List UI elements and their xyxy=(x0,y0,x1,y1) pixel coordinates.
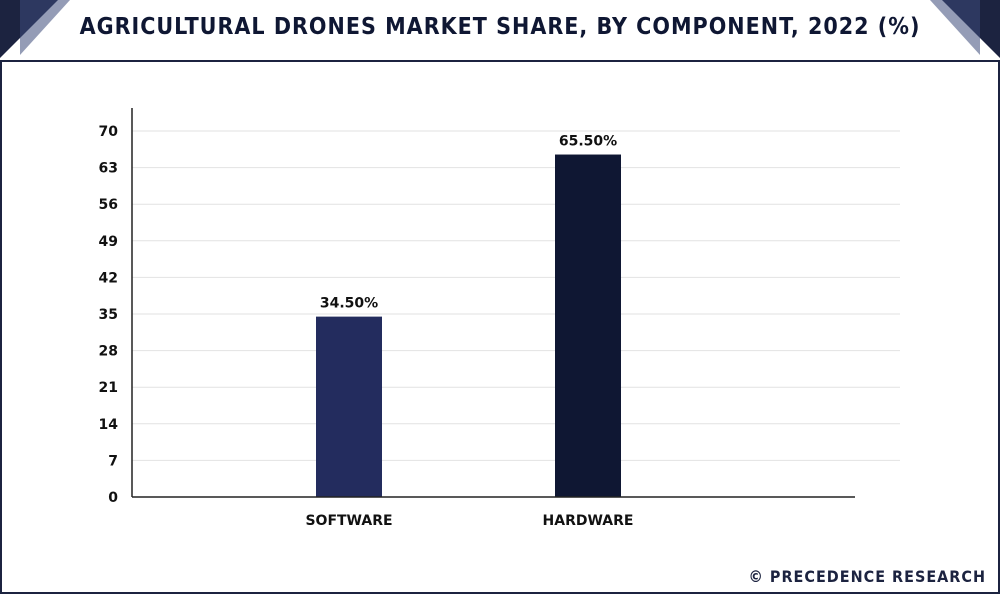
data-label: 65.50% xyxy=(559,134,617,150)
y-tick-label: 49 xyxy=(99,234,118,250)
watermark: © PRECEDENCE RESEARCH xyxy=(748,567,986,586)
y-axis-ticks: 0 7 14 21 28 35 42 49 56 63 70 xyxy=(99,124,119,506)
left-corner-decoration xyxy=(0,0,70,58)
y-tick-label: 28 xyxy=(99,344,118,360)
y-tick-label: 42 xyxy=(99,270,118,286)
y-tick-label: 7 xyxy=(108,453,118,469)
chart-title: AGRICULTURAL DRONES MARKET SHARE, BY COM… xyxy=(79,14,921,40)
y-tick-label: 63 xyxy=(99,161,118,177)
header-banner: AGRICULTURAL DRONES MARKET SHARE, BY COM… xyxy=(0,0,1000,62)
gridlines xyxy=(132,130,900,461)
data-label: 34.50% xyxy=(320,296,378,312)
data-labels: 34.50% 65.50% xyxy=(320,134,617,312)
x-tick-label: HARDWARE xyxy=(543,513,634,529)
bar-software xyxy=(316,316,382,497)
right-corner-decoration xyxy=(930,0,1000,58)
bar-hardware xyxy=(555,154,621,497)
y-tick-label: 0 xyxy=(108,490,118,506)
bars xyxy=(316,154,621,497)
y-tick-label: 35 xyxy=(99,307,118,323)
y-tick-label: 56 xyxy=(99,197,118,213)
y-tick-label: 21 xyxy=(99,380,118,396)
x-axis-ticks: SOFTWARE HARDWARE xyxy=(305,513,633,529)
y-tick-label: 14 xyxy=(99,417,119,433)
x-tick-label: SOFTWARE xyxy=(305,513,392,529)
y-tick-label: 70 xyxy=(99,124,119,140)
